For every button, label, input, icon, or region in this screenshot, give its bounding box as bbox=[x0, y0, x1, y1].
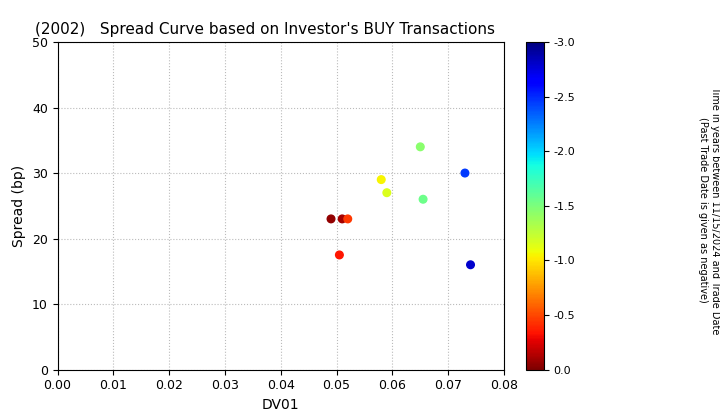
Point bbox=[415, 144, 426, 150]
Point bbox=[325, 215, 337, 222]
Point bbox=[465, 261, 477, 268]
Point bbox=[459, 170, 471, 176]
Point bbox=[333, 252, 345, 258]
Text: (2002)   Spread Curve based on Investor's BUY Transactions: (2002) Spread Curve based on Investor's … bbox=[35, 22, 495, 37]
Point bbox=[336, 215, 348, 222]
Point bbox=[381, 189, 392, 196]
Text: Time in years between 11/15/2024 and Trade Date
(Past Trade Date is given as neg: Time in years between 11/15/2024 and Tra… bbox=[698, 86, 720, 334]
Point bbox=[342, 215, 354, 222]
Y-axis label: Spread (bp): Spread (bp) bbox=[12, 165, 27, 247]
Point bbox=[376, 176, 387, 183]
X-axis label: DV01: DV01 bbox=[262, 398, 300, 412]
Point bbox=[418, 196, 429, 202]
